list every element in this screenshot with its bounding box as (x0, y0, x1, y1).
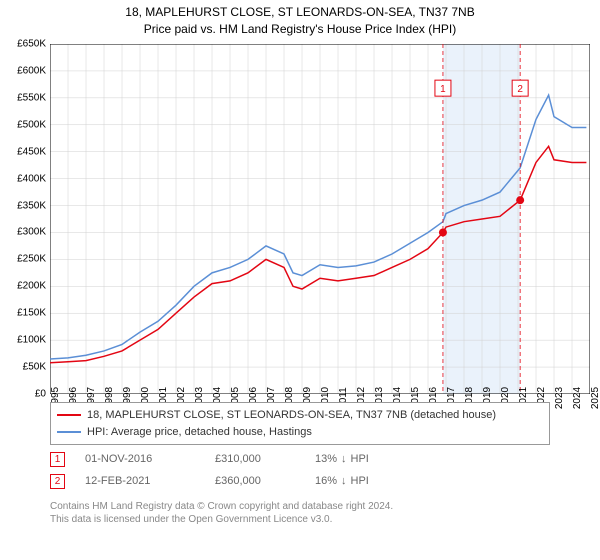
legend-swatch (57, 414, 81, 416)
title-subtitle: Price paid vs. HM Land Registry's House … (0, 21, 600, 38)
sale-hpi-delta: 16% ↓ HPI (315, 475, 395, 487)
y-tick-label: £300K (1, 227, 46, 238)
y-tick-label: £600K (1, 65, 46, 76)
y-tick-label: £0 (1, 389, 46, 400)
sale-marker-2: 2 (50, 474, 65, 489)
y-tick-label: £200K (1, 281, 46, 292)
y-tick-label: £50K (1, 362, 46, 373)
footer-line: Contains HM Land Registry data © Crown c… (50, 500, 393, 513)
legend-label: 18, MAPLEHURST CLOSE, ST LEONARDS-ON-SEA… (87, 407, 496, 424)
sale-price: £310,000 (215, 453, 295, 465)
svg-text:2: 2 (517, 84, 523, 95)
y-tick-label: £100K (1, 335, 46, 346)
table-row: 1 01-NOV-2016 £310,000 13% ↓ HPI (50, 448, 570, 470)
sale-price: £360,000 (215, 475, 295, 487)
y-tick-label: £400K (1, 173, 46, 184)
y-tick-label: £650K (1, 39, 46, 50)
sales-table: 1 01-NOV-2016 £310,000 13% ↓ HPI 2 12-FE… (50, 448, 570, 492)
arrow-down-icon: ↓ (341, 475, 347, 487)
legend-swatch (57, 431, 81, 433)
x-tick-label: 2023 (554, 387, 565, 409)
line-chart: 12 (50, 44, 590, 394)
x-tick-label: 2025 (590, 387, 600, 409)
footer-copyright: Contains HM Land Registry data © Crown c… (50, 500, 393, 526)
sale-marker-1: 1 (50, 452, 65, 467)
chart-container: 18, MAPLEHURST CLOSE, ST LEONARDS-ON-SEA… (0, 0, 600, 560)
legend-item: 18, MAPLEHURST CLOSE, ST LEONARDS-ON-SEA… (57, 407, 543, 424)
y-tick-label: £150K (1, 308, 46, 319)
sale-hpi-delta: 13% ↓ HPI (315, 453, 395, 465)
y-tick-label: £500K (1, 119, 46, 130)
sale-date: 01-NOV-2016 (85, 453, 195, 465)
legend-label: HPI: Average price, detached house, Hast… (87, 424, 312, 441)
legend-item: HPI: Average price, detached house, Hast… (57, 424, 543, 441)
svg-text:1: 1 (440, 84, 446, 95)
footer-line: This data is licensed under the Open Gov… (50, 513, 393, 526)
y-tick-label: £350K (1, 200, 46, 211)
arrow-down-icon: ↓ (341, 453, 347, 465)
chart-title: 18, MAPLEHURST CLOSE, ST LEONARDS-ON-SEA… (0, 0, 600, 38)
table-row: 2 12-FEB-2021 £360,000 16% ↓ HPI (50, 470, 570, 492)
y-tick-label: £450K (1, 146, 46, 157)
legend: 18, MAPLEHURST CLOSE, ST LEONARDS-ON-SEA… (50, 402, 550, 445)
y-tick-label: £550K (1, 92, 46, 103)
title-address: 18, MAPLEHURST CLOSE, ST LEONARDS-ON-SEA… (0, 4, 600, 21)
sale-date: 12-FEB-2021 (85, 475, 195, 487)
y-tick-label: £250K (1, 254, 46, 265)
x-tick-label: 2024 (572, 387, 583, 409)
